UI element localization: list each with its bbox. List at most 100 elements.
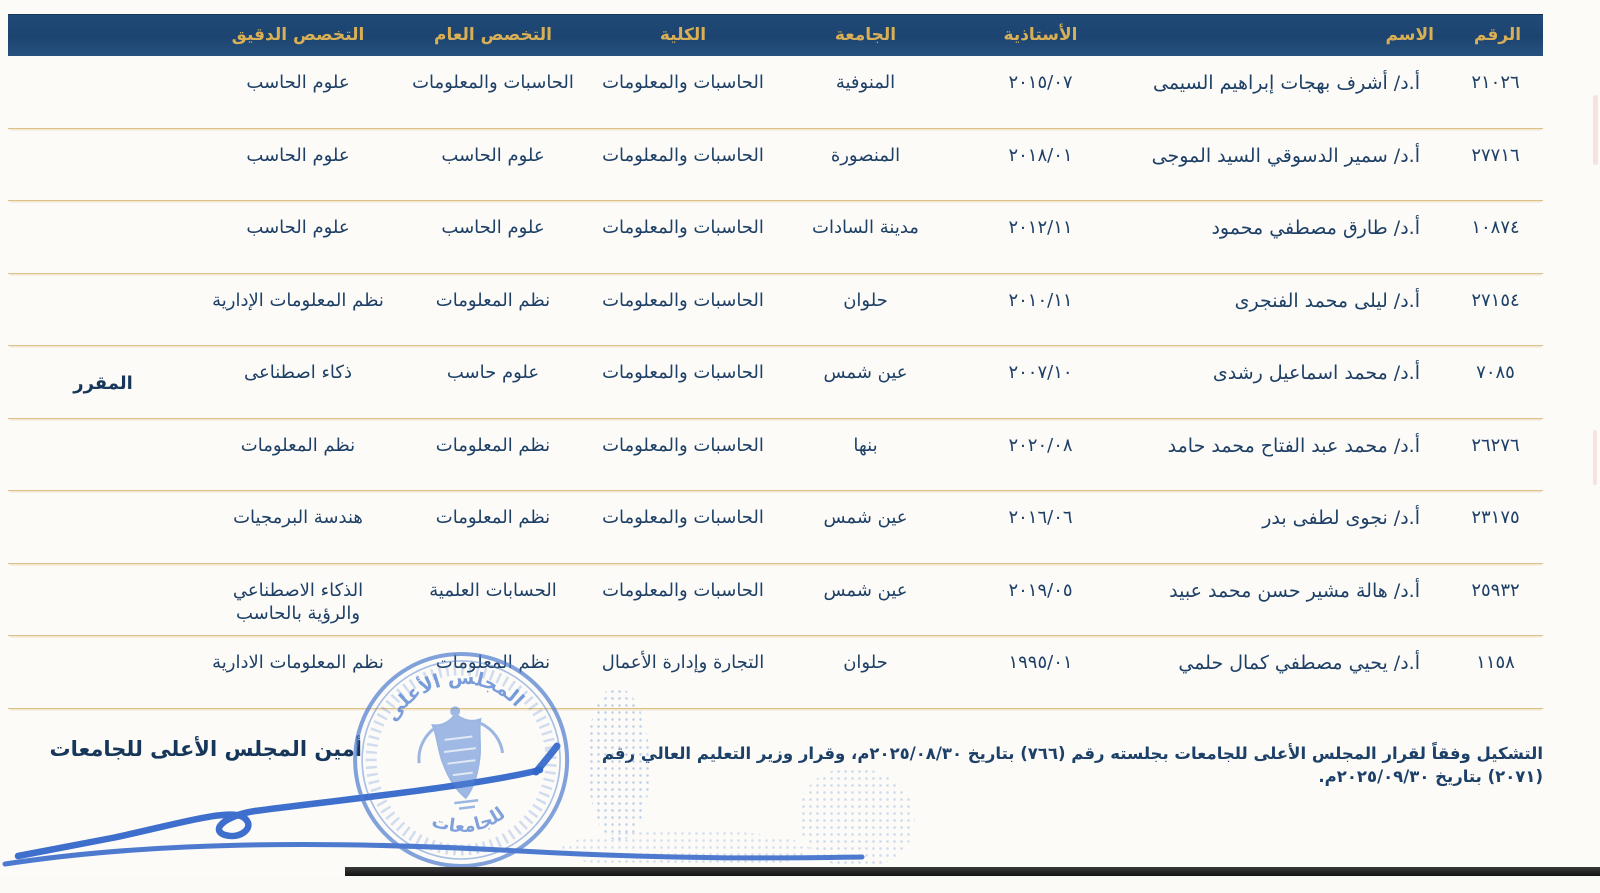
cell-name: أ.د/ نجوى لطفى بدر (1262, 507, 1420, 529)
table-row: ٢٦٢٧٦ أ.د/ محمد عبد الفتاح محمد حامد ٢٠٢… (8, 419, 1543, 491)
header-general-specialty: التخصص العام (434, 25, 552, 45)
cell-university: عين شمس (823, 362, 908, 383)
cell-name: أ.د/ محمد اسماعيل رشدى (1212, 362, 1420, 384)
table-row: ٢١٠٢٦ أ.د/ أشرف بهجات إبراهيم السيمى ٢٠١… (8, 56, 1543, 129)
cell-precise-specialty: ذكاء اصطناعى (244, 362, 352, 383)
stamp-ink-speckle (800, 768, 915, 868)
table-row: ٧٠٨٥ أ.د/ محمد اسماعيل رشدى ٢٠٠٧/١٠ عين … (8, 346, 1543, 419)
header-professorship: الأستاذية (1003, 25, 1078, 45)
cell-professorship-date: ٢٠١٨/٠١ (1008, 144, 1073, 166)
cell-university: بنها (853, 434, 878, 456)
cell-role-note: المقرر (73, 373, 133, 394)
cell-name: أ.د/ سمير الدسوقي السيد الموجى (1151, 144, 1420, 167)
table-row: ٢٣١٧٥ أ.د/ نجوى لطفى بدر ٢٠١٦/٠٦ عين شمس… (8, 491, 1543, 564)
cell-professorship-date: ١٩٩٥/٠١ (1008, 652, 1073, 673)
cell-precise-specialty: علوم الحاسب (246, 72, 350, 93)
cell-number: ١١٥٨ (1476, 652, 1515, 673)
cell-precise-specialty: علوم الحاسب (246, 217, 350, 238)
cell-name: أ.د/ ليلى محمد الفنجرى (1234, 289, 1420, 312)
table-row: ١٠٨٧٤ أ.د/ طارق مصطفي محمود ٢٠١٢/١١ مدين… (8, 201, 1543, 274)
cell-university: المنصورة (830, 144, 901, 166)
cell-precise-specialty: الذكاء الاصطناعي والرؤية بالحاسب (232, 579, 364, 624)
cell-role-note (8, 129, 198, 201)
cell-university: عين شمس (823, 579, 908, 601)
cell-precise-specialty: نظم المعلومات الإدارية (212, 289, 384, 311)
cell-faculty: التجارة وإدارة الأعمال (601, 652, 765, 673)
header-university: الجامعة (834, 25, 897, 45)
table-row: ٢٧١٥٤ أ.د/ ليلى محمد الفنجرى ٢٠١٠/١١ حلو… (8, 274, 1543, 346)
cell-university: عين شمس (823, 507, 908, 528)
eagle-emblem-icon (417, 706, 505, 810)
formation-note: التشكيل وفقاً لقرار المجلس الأعلى للجامع… (601, 744, 1543, 787)
table-header-row: الرقم الاسم الأستاذية الجامعة الكلية الت… (8, 14, 1543, 56)
cell-faculty: الحاسبات والمعلومات (602, 217, 764, 238)
table-row: ١١٥٨ أ.د/ يحيي مصطفي كمال حلمي ١٩٩٥/٠١ ح… (8, 636, 1543, 709)
official-stamp: المجلس الأعلى للجامعات (332, 629, 591, 890)
cell-number: ٢١٠٢٦ (1471, 72, 1520, 93)
cell-general-specialty: نظم المعلومات (435, 434, 551, 456)
cell-university: مدينة السادات (812, 217, 919, 238)
cell-general-specialty: الحسابات العلمية (429, 579, 557, 601)
cell-professorship-date: ٢٠١٦/٠٦ (1008, 507, 1073, 528)
table-row: ٢٧٧١٦ أ.د/ سمير الدسوقي السيد الموجى ٢٠١… (8, 129, 1543, 201)
stamp-ink-speckle (588, 688, 650, 840)
cell-professorship-date: ٢٠٢٠/٠٨ (1008, 434, 1073, 456)
cell-role-note (8, 56, 198, 128)
cell-general-specialty: نظم المعلومات (435, 289, 551, 311)
cell-precise-specialty: نظم المعلومات (240, 434, 356, 456)
cell-role-note (8, 491, 198, 563)
cell-number: ٢٧٧١٦ (1471, 144, 1520, 166)
cell-number: ٢٥٩٣٢ (1471, 579, 1520, 601)
signature-ink (2, 742, 865, 867)
cell-professorship-date: ٢٠١٩/٠٥ (1008, 579, 1073, 601)
cell-university: المنوفية (835, 72, 896, 93)
cell-general-specialty: علوم الحاسب (441, 217, 545, 238)
cell-professorship-date: ٢٠١٥/٠٧ (1008, 72, 1073, 93)
cell-number: ٢٣١٧٥ (1471, 507, 1520, 528)
cell-general-specialty: نظم المعلومات (435, 507, 551, 528)
cell-role-note (8, 636, 198, 708)
cell-general-specialty: علوم الحاسب (441, 144, 545, 166)
cell-general-specialty: نظم المعلومات (435, 652, 551, 673)
signature-title: أمين المجلس الأعلى للجامعات (49, 737, 362, 761)
cell-faculty: الحاسبات والمعلومات (602, 579, 764, 601)
cell-role-note (8, 419, 198, 491)
cell-number: ١٠٨٧٤ (1471, 217, 1520, 238)
cell-general-specialty: علوم حاسب (446, 362, 540, 383)
cell-number: ٢٦٢٧٦ (1471, 434, 1520, 456)
header-faculty: الكلية (659, 25, 707, 45)
cell-name: أ.د/ هالة مشير حسن محمد عبيد (1169, 579, 1420, 602)
cell-faculty: الحاسبات والمعلومات (602, 362, 764, 383)
cell-precise-specialty: نظم المعلومات الادارية (212, 652, 384, 673)
header-name: الاسم (1385, 25, 1434, 45)
cell-professorship-date: ٢٠٠٧/١٠ (1008, 362, 1073, 383)
cell-role-note (8, 274, 198, 346)
cell-name: أ.د/ طارق مصطفي محمود (1211, 217, 1420, 239)
cell-number: ٢٧١٥٤ (1471, 289, 1520, 311)
cell-name: أ.د/ محمد عبد الفتاح محمد حامد (1167, 434, 1420, 457)
cell-faculty: الحاسبات والمعلومات (602, 289, 764, 311)
scan-artifact (1593, 430, 1597, 485)
cell-precise-specialty: هندسة البرمجيات (233, 507, 363, 528)
cell-faculty: الحاسبات والمعلومات (602, 144, 764, 166)
cell-number: ٧٠٨٥ (1476, 362, 1515, 383)
stamp-ink-speckle (560, 830, 810, 870)
scan-artifact (1593, 95, 1598, 165)
cell-role-note (8, 201, 198, 273)
cell-general-specialty: الحاسبات والمعلومات (412, 72, 574, 93)
cell-faculty: الحاسبات والمعلومات (602, 72, 764, 93)
header-number: الرقم (1473, 25, 1522, 45)
scan-edge-strip (345, 867, 1600, 876)
cell-faculty: الحاسبات والمعلومات (602, 434, 764, 456)
cell-professorship-date: ٢٠١٠/١١ (1008, 289, 1073, 311)
cell-role-note (8, 564, 198, 636)
cell-name: أ.د/ يحيي مصطفي كمال حلمي (1178, 652, 1420, 674)
cell-name: أ.د/ أشرف بهجات إبراهيم السيمى (1152, 72, 1420, 94)
header-precise-specialty: التخصص الدقيق (231, 25, 365, 45)
table-body: ٢١٠٢٦ أ.د/ أشرف بهجات إبراهيم السيمى ٢٠١… (8, 56, 1543, 709)
cell-professorship-date: ٢٠١٢/١١ (1008, 217, 1073, 238)
cell-university: حلوان (843, 289, 888, 311)
cell-precise-specialty: علوم الحاسب (246, 144, 350, 166)
cell-faculty: الحاسبات والمعلومات (602, 507, 764, 528)
